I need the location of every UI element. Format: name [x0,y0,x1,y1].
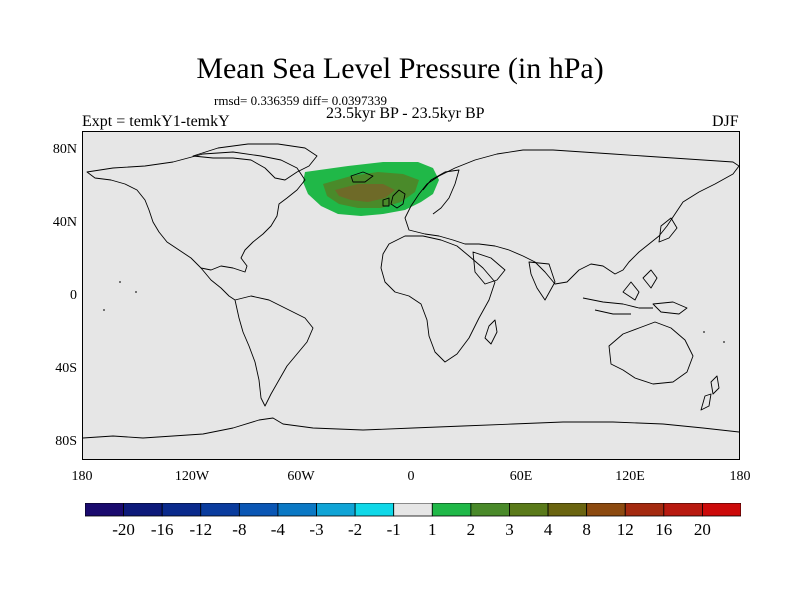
colorbar-swatch [277,503,317,517]
colorbar-label: -3 [309,520,324,539]
anomaly-contour-3 [335,184,395,202]
anomaly-contour-2b [395,176,415,186]
colorbar-swatch [123,503,163,517]
colorbar-label: -1 [386,520,401,539]
colorbar-label: -2 [348,520,363,539]
lon-label-120e: 120E [615,469,645,484]
coast-indonesia [582,269,658,315]
colorbar-swatch [470,503,510,517]
coast-madagascar [484,319,498,345]
colorbar-label: 8 [582,520,591,539]
coast-iceland [350,171,374,183]
lon-label-120w: 120W [174,469,210,484]
coast-australia [608,321,694,385]
world-map [82,131,740,460]
colorbar-swatch [431,503,472,517]
coast-british-isles [382,189,406,209]
coast-eurasia [404,149,739,285]
coast-new-guinea [652,301,688,315]
colorbar-swatch [586,503,626,517]
colorbar-label: 20 [693,520,711,539]
colorbar-label: 16 [655,520,673,539]
colorbar-swatch [161,503,202,517]
coast-south-america [234,295,314,407]
coast-africa [380,235,496,363]
colorbar [85,503,741,517]
colorbar-label: -8 [232,520,247,539]
colorbar-label: 3 [505,520,514,539]
colorbar-swatch [624,503,665,517]
colorbar-swatch [509,503,549,517]
colorbar-swatch [663,503,703,517]
lat-label-40n: 40N [52,215,77,230]
colorbar-swatch [547,503,588,517]
colorbar-swatch [200,503,240,517]
colorbar-label: 1 [428,520,437,539]
coast-central-america [200,267,236,301]
colorbar-label: -16 [150,520,174,539]
colorbar-swatch [316,503,356,517]
lon-label-180e: 180 [729,469,751,484]
colorbar-swatch [393,503,433,517]
coast-north-america [86,151,306,273]
coastlines [83,143,739,439]
colorbar-label: 4 [543,520,553,539]
colorbar-swatch [85,503,124,517]
coast-new-zealand [700,375,720,411]
coast-greenland [192,143,318,181]
coast-japan [658,217,678,243]
colorbar-swatch [354,503,395,517]
lat-label-40s: 40S [55,361,77,376]
plot-title: Mean Sea Level Pressure (in hPa) [196,52,604,85]
coast-arabia [472,251,506,285]
coast-antarctica [83,417,739,439]
coast-india [528,261,556,301]
lon-label-60w: 60W [287,469,315,484]
experiment-label: Expt = temkY1-temkY [82,113,230,130]
lat-label-80n: 80N [52,142,77,157]
lon-label-180w: 180 [71,469,93,484]
period-label: 23.5kyr BP - 23.5kyr BP [326,105,485,122]
colorbar-label: 2 [466,520,476,539]
colorbar-label: 12 [616,520,634,539]
colorbar-label: -12 [189,520,213,539]
colorbar-label: -20 [112,520,135,539]
lon-label-0: 0 [407,469,415,484]
lon-label-60e: 60E [509,469,533,484]
map-canvas [83,143,739,439]
colorbar-label: -4 [270,520,285,539]
coast-scandinavia [422,169,460,215]
colorbar-swatch [238,503,279,517]
coast-pacific-islands [103,281,725,343]
colorbar-swatch [702,503,741,517]
lat-label-0: 0 [70,288,77,303]
season-label: DJF [712,113,739,130]
lat-label-80s: 80S [55,434,77,449]
stats-text: rmsd= 0.336359 diff= 0.0397339 [214,93,387,108]
